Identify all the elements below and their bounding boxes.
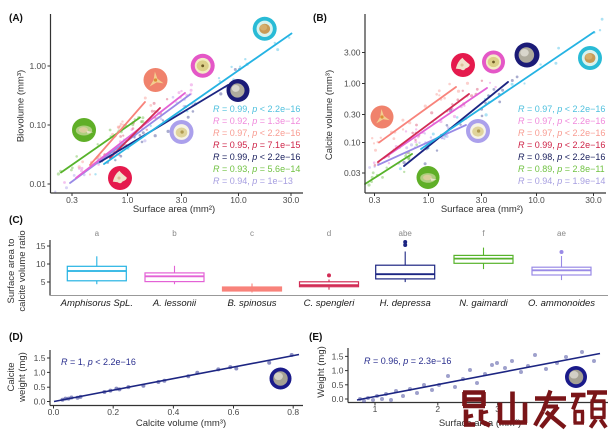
svg-text:1.0: 1.0 (34, 367, 46, 377)
svg-text:10.0: 10.0 (230, 195, 247, 205)
svg-text:d: d (327, 229, 331, 238)
svg-text:R = 0.92, p = 1.3e−12: R = 0.92, p = 1.3e−12 (213, 116, 300, 126)
svg-text:R = 0.97, p < 2.2e−16: R = 0.97, p < 2.2e−16 (518, 104, 605, 114)
svg-text:Calcite: Calcite (6, 362, 17, 391)
svg-text:1.5: 1.5 (34, 353, 46, 363)
svg-text:R = 0.98, p < 2.2e−16: R = 0.98, p < 2.2e−16 (518, 152, 605, 162)
svg-text:Biovolume (mm³): Biovolume (mm³) (16, 70, 27, 142)
svg-text:(A): (A) (9, 13, 23, 24)
svg-text:Calcite volume (mm³): Calcite volume (mm³) (324, 70, 335, 160)
svg-text:Surface area (mm²): Surface area (mm²) (441, 204, 523, 215)
svg-text:N. gaimardi: N. gaimardi (459, 298, 508, 309)
svg-text:3.0: 3.0 (176, 195, 188, 205)
svg-text:H. depressa: H. depressa (380, 298, 431, 309)
svg-text:0.8: 0.8 (287, 407, 299, 417)
svg-text:calcite volume ratio: calcite volume ratio (17, 230, 28, 311)
svg-text:Weight (mg): Weight (mg) (316, 346, 327, 398)
svg-text:b: b (172, 229, 177, 238)
svg-text:c: c (250, 229, 254, 238)
svg-text:0.30: 0.30 (344, 110, 361, 120)
svg-text:0.10: 0.10 (29, 120, 46, 130)
svg-text:B. spinosus: B. spinosus (227, 298, 276, 309)
svg-text:5: 5 (41, 277, 46, 287)
svg-text:1.0: 1.0 (332, 366, 344, 376)
svg-text:0.3: 0.3 (66, 195, 78, 205)
svg-text:(C): (C) (9, 215, 23, 226)
svg-text:0.03: 0.03 (344, 168, 361, 178)
svg-text:R = 0.99, p < 2.2e−16: R = 0.99, p < 2.2e−16 (213, 104, 300, 114)
svg-text:1.00: 1.00 (344, 79, 361, 89)
svg-text:0.6: 0.6 (228, 407, 240, 417)
svg-text:3.0: 3.0 (476, 195, 488, 205)
svg-text:R = 0.96, p = 2.3e−16: R = 0.96, p = 2.3e−16 (364, 356, 451, 366)
svg-text:A. lessonii: A. lessonii (152, 298, 197, 309)
svg-text:0.3: 0.3 (369, 195, 381, 205)
svg-text:C. spengleri: C. spengleri (304, 298, 356, 309)
svg-text:0.0: 0.0 (332, 394, 344, 404)
svg-text:weight (mg): weight (mg) (17, 352, 28, 403)
svg-text:1.0: 1.0 (122, 195, 134, 205)
svg-text:R = 0.94, p = 1e−13: R = 0.94, p = 1e−13 (213, 176, 293, 186)
svg-text:O. ammonoides: O. ammonoides (528, 298, 595, 309)
svg-text:15: 15 (36, 241, 46, 251)
svg-text:30.0: 30.0 (585, 195, 602, 205)
svg-text:R = 0.94, p = 1.9e−14: R = 0.94, p = 1.9e−14 (518, 176, 605, 186)
svg-text:0.4: 0.4 (167, 407, 179, 417)
svg-text:R = 0.95, p = 7.1e−15: R = 0.95, p = 7.1e−15 (213, 140, 300, 150)
svg-text:a: a (95, 229, 100, 238)
svg-text:0.0: 0.0 (48, 407, 60, 417)
svg-text:0.0: 0.0 (34, 397, 46, 407)
svg-text:0.10: 0.10 (344, 138, 361, 148)
svg-text:1.00: 1.00 (29, 61, 46, 71)
svg-text:(B): (B) (313, 13, 327, 24)
svg-text:Surface area (mm²): Surface area (mm²) (133, 204, 215, 215)
svg-text:30.0: 30.0 (283, 195, 300, 205)
svg-text:R = 0.97, p < 2.2e−16: R = 0.97, p < 2.2e−16 (518, 116, 605, 126)
svg-text:1: 1 (373, 404, 378, 414)
svg-text:R = 0.97, p < 2.2e−16: R = 0.97, p < 2.2e−16 (213, 128, 300, 138)
svg-text:0.5: 0.5 (332, 380, 344, 390)
svg-text:0.01: 0.01 (29, 179, 46, 189)
svg-text:R = 0.97, p < 2.2e−16: R = 0.97, p < 2.2e−16 (518, 128, 605, 138)
svg-text:0.5: 0.5 (34, 382, 46, 392)
svg-text:3.00: 3.00 (344, 48, 361, 58)
svg-text:Surface area to: Surface area to (6, 239, 17, 304)
svg-text:Surface area (mm²): Surface area (mm²) (439, 418, 521, 429)
svg-text:1.5: 1.5 (332, 351, 344, 361)
svg-text:Calcite volume (mm³): Calcite volume (mm³) (136, 418, 226, 429)
svg-text:1.0: 1.0 (423, 195, 435, 205)
svg-text:abe: abe (399, 229, 413, 238)
svg-text:2: 2 (435, 404, 440, 414)
svg-text:Amphisorus SpL.: Amphisorus SpL. (60, 298, 133, 309)
svg-text:R = 0.99, p < 2.2e−16: R = 0.99, p < 2.2e−16 (213, 152, 300, 162)
svg-text:R = 0.89, p = 2.8e−11: R = 0.89, p = 2.8e−11 (518, 164, 605, 174)
svg-text:R = 1, p < 2.2e−16: R = 1, p < 2.2e−16 (61, 357, 136, 367)
svg-text:(D): (D) (9, 332, 23, 343)
svg-text:f: f (482, 229, 485, 238)
svg-text:R = 0.99, p < 2.2e−16: R = 0.99, p < 2.2e−16 (518, 140, 605, 150)
svg-text:R = 0.93, p = 5.6e−14: R = 0.93, p = 5.6e−14 (213, 164, 300, 174)
svg-text:(E): (E) (309, 332, 322, 343)
svg-text:10: 10 (36, 259, 46, 269)
svg-text:0.2: 0.2 (107, 407, 119, 417)
svg-text:10.0: 10.0 (528, 195, 545, 205)
svg-text:ae: ae (557, 229, 566, 238)
